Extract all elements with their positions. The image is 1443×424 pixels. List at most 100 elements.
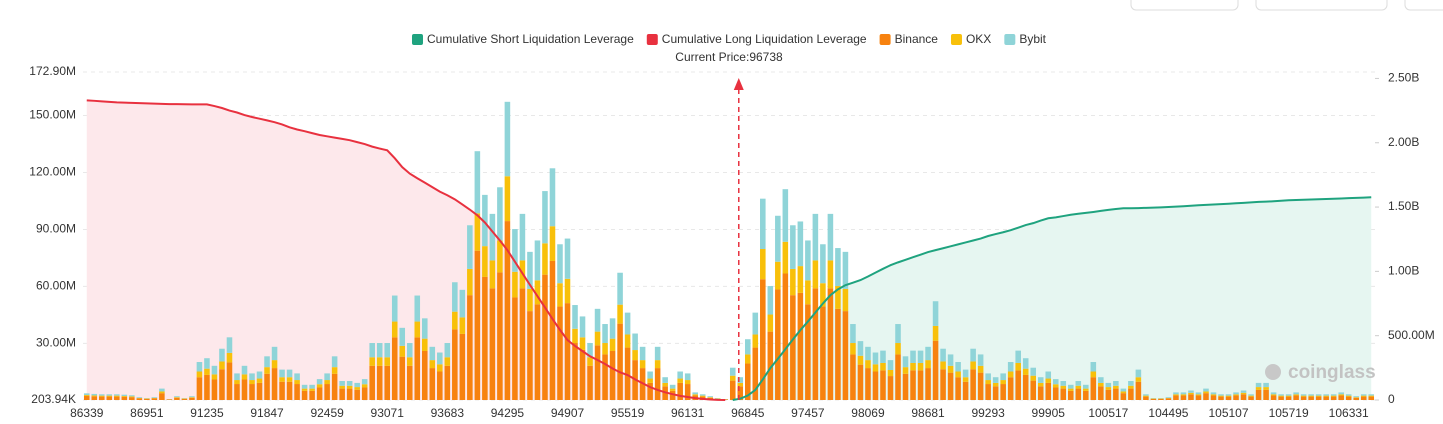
bar-segment bbox=[226, 337, 233, 353]
bar-segment bbox=[940, 348, 946, 362]
bar-segment bbox=[1060, 385, 1067, 389]
bar-segment bbox=[429, 346, 436, 361]
bar-segment bbox=[204, 368, 210, 375]
bar-segment bbox=[1135, 369, 1142, 378]
bar-segment bbox=[557, 283, 563, 307]
bar-segment bbox=[1083, 388, 1089, 391]
bar-segment bbox=[234, 380, 240, 385]
bar-segment bbox=[121, 396, 128, 397]
bar-segment bbox=[910, 362, 916, 371]
bar-segment bbox=[542, 274, 548, 400]
toolbar-button[interactable] bbox=[1130, 0, 1239, 11]
y2-tick-label: 1.50B bbox=[1388, 199, 1419, 213]
bar-segment bbox=[895, 324, 901, 344]
bar-segment bbox=[1180, 394, 1187, 396]
bar-segment bbox=[1173, 392, 1179, 395]
bar-segment bbox=[1067, 388, 1074, 391]
bar-segment bbox=[369, 357, 375, 366]
bar-segment bbox=[444, 357, 451, 366]
bar-segment bbox=[917, 350, 924, 363]
bar-segment bbox=[617, 272, 623, 305]
bar-segment bbox=[219, 361, 225, 370]
bar-segment bbox=[947, 354, 954, 366]
bar-segment bbox=[707, 396, 714, 398]
bar-segment bbox=[399, 345, 406, 357]
bar-segment bbox=[369, 365, 375, 400]
bar-segment bbox=[737, 382, 744, 387]
bar-segment bbox=[437, 364, 443, 372]
bar-segment bbox=[1323, 394, 1329, 396]
bar-segment bbox=[752, 334, 759, 348]
bar-segment bbox=[902, 356, 909, 368]
bar-segment bbox=[572, 343, 578, 400]
bar-segment bbox=[1330, 395, 1337, 397]
bar-segment bbox=[309, 384, 315, 389]
bar-segment bbox=[1067, 390, 1074, 400]
y2-tick-label: 2.00B bbox=[1388, 135, 1419, 149]
bar-segment bbox=[1225, 395, 1232, 397]
bar-segment bbox=[782, 189, 789, 242]
x-tick-label: 100517 bbox=[1088, 406, 1128, 420]
bar-segment bbox=[609, 318, 616, 339]
bar-segment bbox=[369, 343, 375, 358]
bar-segment bbox=[1195, 395, 1202, 400]
bar-segment bbox=[91, 395, 98, 397]
bar-segment bbox=[1360, 396, 1367, 400]
bar-segment bbox=[872, 371, 879, 400]
bar-segment bbox=[527, 288, 533, 312]
bar-segment bbox=[1098, 377, 1104, 383]
bar-segment bbox=[594, 345, 601, 400]
bar-segment bbox=[917, 370, 924, 400]
bar-segment bbox=[421, 338, 428, 351]
bar-segment bbox=[835, 286, 841, 309]
bar-segment bbox=[767, 314, 774, 332]
bar-segment bbox=[294, 373, 300, 381]
bar-segment bbox=[594, 331, 601, 346]
bar-segment bbox=[775, 215, 781, 262]
bar-segment bbox=[744, 339, 751, 355]
bar-segment bbox=[602, 324, 608, 344]
bar-segment bbox=[857, 364, 864, 400]
bar-segment bbox=[294, 380, 300, 385]
y-tick-label: 172.90M bbox=[29, 64, 76, 78]
bar-segment bbox=[632, 350, 638, 361]
bar-segment bbox=[1015, 370, 1021, 400]
legend-swatch bbox=[879, 34, 891, 45]
bar-segment bbox=[572, 328, 578, 344]
bar-segment bbox=[1240, 390, 1247, 393]
x-tick-label: 95519 bbox=[611, 406, 645, 420]
toolbar-button[interactable] bbox=[1255, 0, 1388, 11]
bar-segment bbox=[647, 378, 653, 383]
bar-segment bbox=[174, 397, 180, 400]
bar-segment bbox=[1233, 395, 1239, 400]
bar-segment bbox=[654, 360, 661, 369]
x-tick-label: 96845 bbox=[731, 406, 765, 420]
bar-segment bbox=[1308, 396, 1314, 400]
bar-segment bbox=[812, 260, 819, 289]
bar-segment bbox=[1075, 385, 1082, 389]
bar-segment bbox=[1315, 394, 1322, 396]
bar-segment bbox=[1143, 396, 1149, 400]
area bbox=[86, 100, 726, 400]
bar-segment bbox=[654, 346, 661, 361]
bar-segment bbox=[324, 380, 330, 385]
bar-segment bbox=[1368, 395, 1375, 397]
bar-segment bbox=[429, 360, 436, 369]
bar-segment bbox=[752, 312, 759, 335]
bar-segment bbox=[1007, 371, 1014, 378]
legend-swatch bbox=[1004, 34, 1016, 45]
bar-segment bbox=[1195, 394, 1202, 396]
bar-segment bbox=[1173, 395, 1179, 400]
x-tick-label: 104495 bbox=[1148, 406, 1188, 420]
toolbar-button[interactable] bbox=[1404, 0, 1443, 11]
bar-segment bbox=[940, 361, 946, 370]
x-tick-label: 94907 bbox=[551, 406, 585, 420]
bar-segment bbox=[482, 194, 488, 247]
bar-segment bbox=[737, 377, 744, 383]
bar-segment bbox=[1113, 381, 1119, 386]
y-tick-label: 120.00M bbox=[29, 165, 76, 179]
bar-segment bbox=[512, 297, 518, 400]
bar-segment bbox=[429, 368, 436, 400]
bar-segment bbox=[1300, 396, 1307, 400]
